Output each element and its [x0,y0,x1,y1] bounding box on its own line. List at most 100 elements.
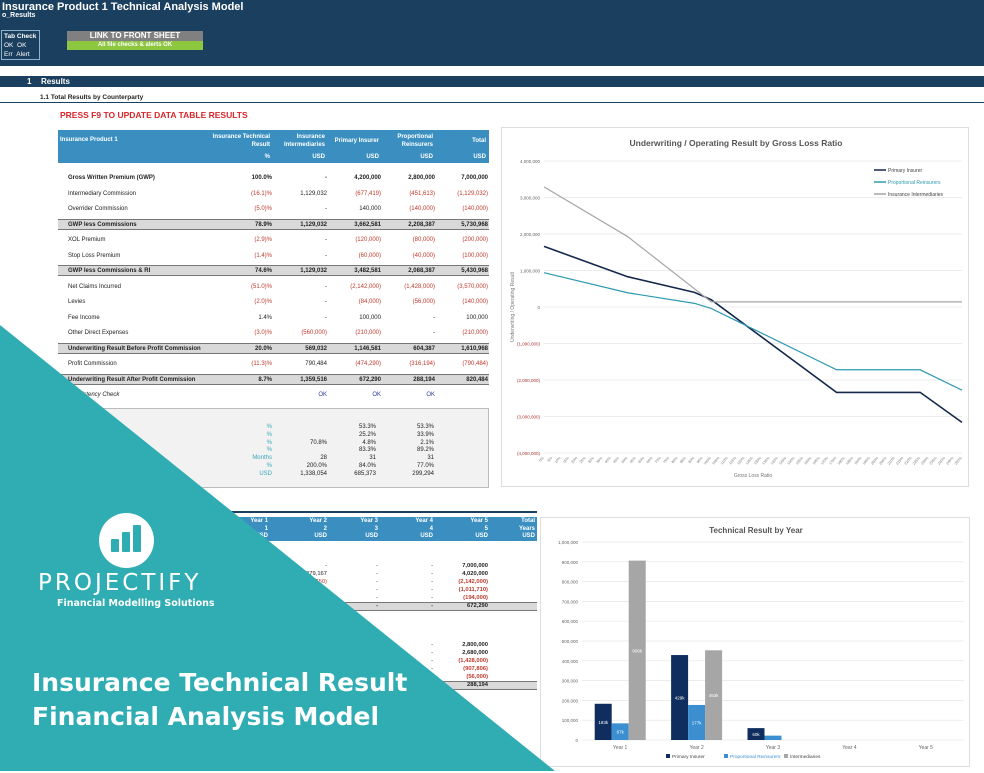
model-header: Insurance Product 1 Technical Analysis M… [0,0,984,66]
x-tick-label: 25% [579,455,587,464]
year-cell: 2,680,000 [462,649,488,656]
x-tick-label: 155% [795,455,804,465]
bar-intermediaries [628,560,646,740]
table-cell: 74.6% [254,268,272,274]
table-cell: (677,419) [355,190,381,197]
year-cell: 2,800,000 [462,642,488,648]
x-tick-label: 75% [662,455,670,464]
table-cell: 2,800,000 [408,175,435,181]
table-cell: - [325,252,327,259]
table-cell: 20.0% [254,345,272,352]
stat-value: 685,373 [354,470,376,477]
x-tick-label: 15% [562,455,570,464]
year-cell: - [376,578,378,585]
year-column-header: Year 3 [360,518,378,524]
data-label: 177k [692,720,703,725]
x-tick-label: 20% [571,455,579,464]
y-tick-label: 1,000,000 [558,540,579,545]
x-tick-label: 5% [547,455,554,462]
table-cell: (11.3)% [251,361,272,367]
x-tick-label: 250% [954,455,963,465]
stat-value: 89.2% [416,447,434,454]
x-tick-label: 90% [688,455,696,464]
table-cell: 1.4% [258,314,272,321]
table-cell: (3.0)% [254,330,272,336]
table-cell: (140,000) [462,206,488,212]
x-tick-label: 210% [887,455,896,465]
series-line-primary-insurer [543,245,963,423]
tab-check-box: Tab Check OK OK Err Alert [1,30,40,60]
table-cell: (210,000) [355,330,381,336]
divider [0,102,984,103]
table-cell: (474,290) [355,361,381,367]
table-cell: 2,208,387 [408,221,435,228]
x-tick-label: 145% [778,455,787,465]
table-cell: 1,610,968 [461,345,488,352]
x-tick-label: 70% [654,455,662,464]
year-column-header: 1 [264,525,268,532]
x-tick-label: 65% [646,455,654,464]
x-axis-title: Gross Loss Ratio [734,473,773,479]
x-tick-label: 190% [853,455,862,465]
y-tick-label: 4,000,000 [520,159,541,164]
total-row-band [58,342,489,354]
table-cell: (5.0)% [254,206,272,212]
table-cell: 790,484 [305,361,327,367]
y-tick-label: (4,000,000) [517,451,541,456]
y-tick-label: 900,000 [562,560,579,565]
divider [0,511,537,513]
total-row-band [58,218,489,230]
year-cell: (1,428,000) [458,657,488,664]
table-cell: (200,000) [462,237,488,243]
column-header: Total [472,138,486,144]
link-to-front-sheet-button[interactable]: LINK TO FRONT SHEET [67,31,203,41]
table-cell: 672,290 [359,376,381,383]
x-tick-label: 80% [671,455,679,464]
x-tick-label: 95% [696,455,704,464]
x-tick-label: 135% [762,455,771,465]
legend-label: Primary Insurer [672,754,705,760]
product-title-line2: Financial Analysis Model [32,702,380,731]
year-cell: - [376,594,378,601]
data-label: 453k [709,693,720,698]
x-tick-label: 220% [904,455,913,465]
table-cell: 1,129,032 [300,221,327,228]
model-title: Insurance Product 1 Technical Analysis M… [2,1,244,13]
bar-primary-insurer [671,655,689,740]
x-tick-label: 175% [828,455,837,465]
x-tick-label: 55% [629,455,637,464]
year-cell: - [325,563,327,569]
year-cell: 4,020,000 [462,570,488,577]
err-label: Err [4,51,13,58]
bar-primary-insurer [594,703,612,740]
table-cell: 2,088,387 [408,268,435,274]
column-unit: USD [473,154,486,160]
year-cell: (907,806) [463,665,488,672]
y-tick-label: 100,000 [562,718,579,723]
column-unit: USD [420,154,433,160]
year-cell: (56,000) [466,673,488,680]
y-tick-label: 400,000 [562,659,579,664]
y-tick-label: 0 [575,738,578,743]
data-label: 429k [675,696,686,701]
row-label: Fee Income [68,314,100,321]
data-label: 183k [598,720,609,725]
projectify-logo-icon [99,513,154,568]
table-cell: OK [426,392,435,398]
table-cell: 1,359,516 [300,376,327,383]
table-cell: 8.7% [258,376,272,383]
row-label: Underwriting Result Before Profit Commis… [68,345,201,352]
row-label: Overrider Commission [68,206,128,212]
x-tick-label: 120% [736,455,745,465]
stat-value: 1,338,054 [300,470,327,477]
year-cell: 7,000,000 [462,563,488,569]
y-tick-label: 600,000 [562,619,579,624]
table-cell: (60,000) [358,252,381,259]
x-tick-label: 215% [895,455,904,465]
sheet-name: o_Results [2,12,36,19]
stat-value: 77.0% [416,463,434,469]
y-tick-label: 300,000 [562,679,579,684]
table-cell: (51.0)% [250,283,272,290]
table-cell: (16.1)% [250,190,272,197]
table-cell: (1,428,000) [404,283,435,290]
